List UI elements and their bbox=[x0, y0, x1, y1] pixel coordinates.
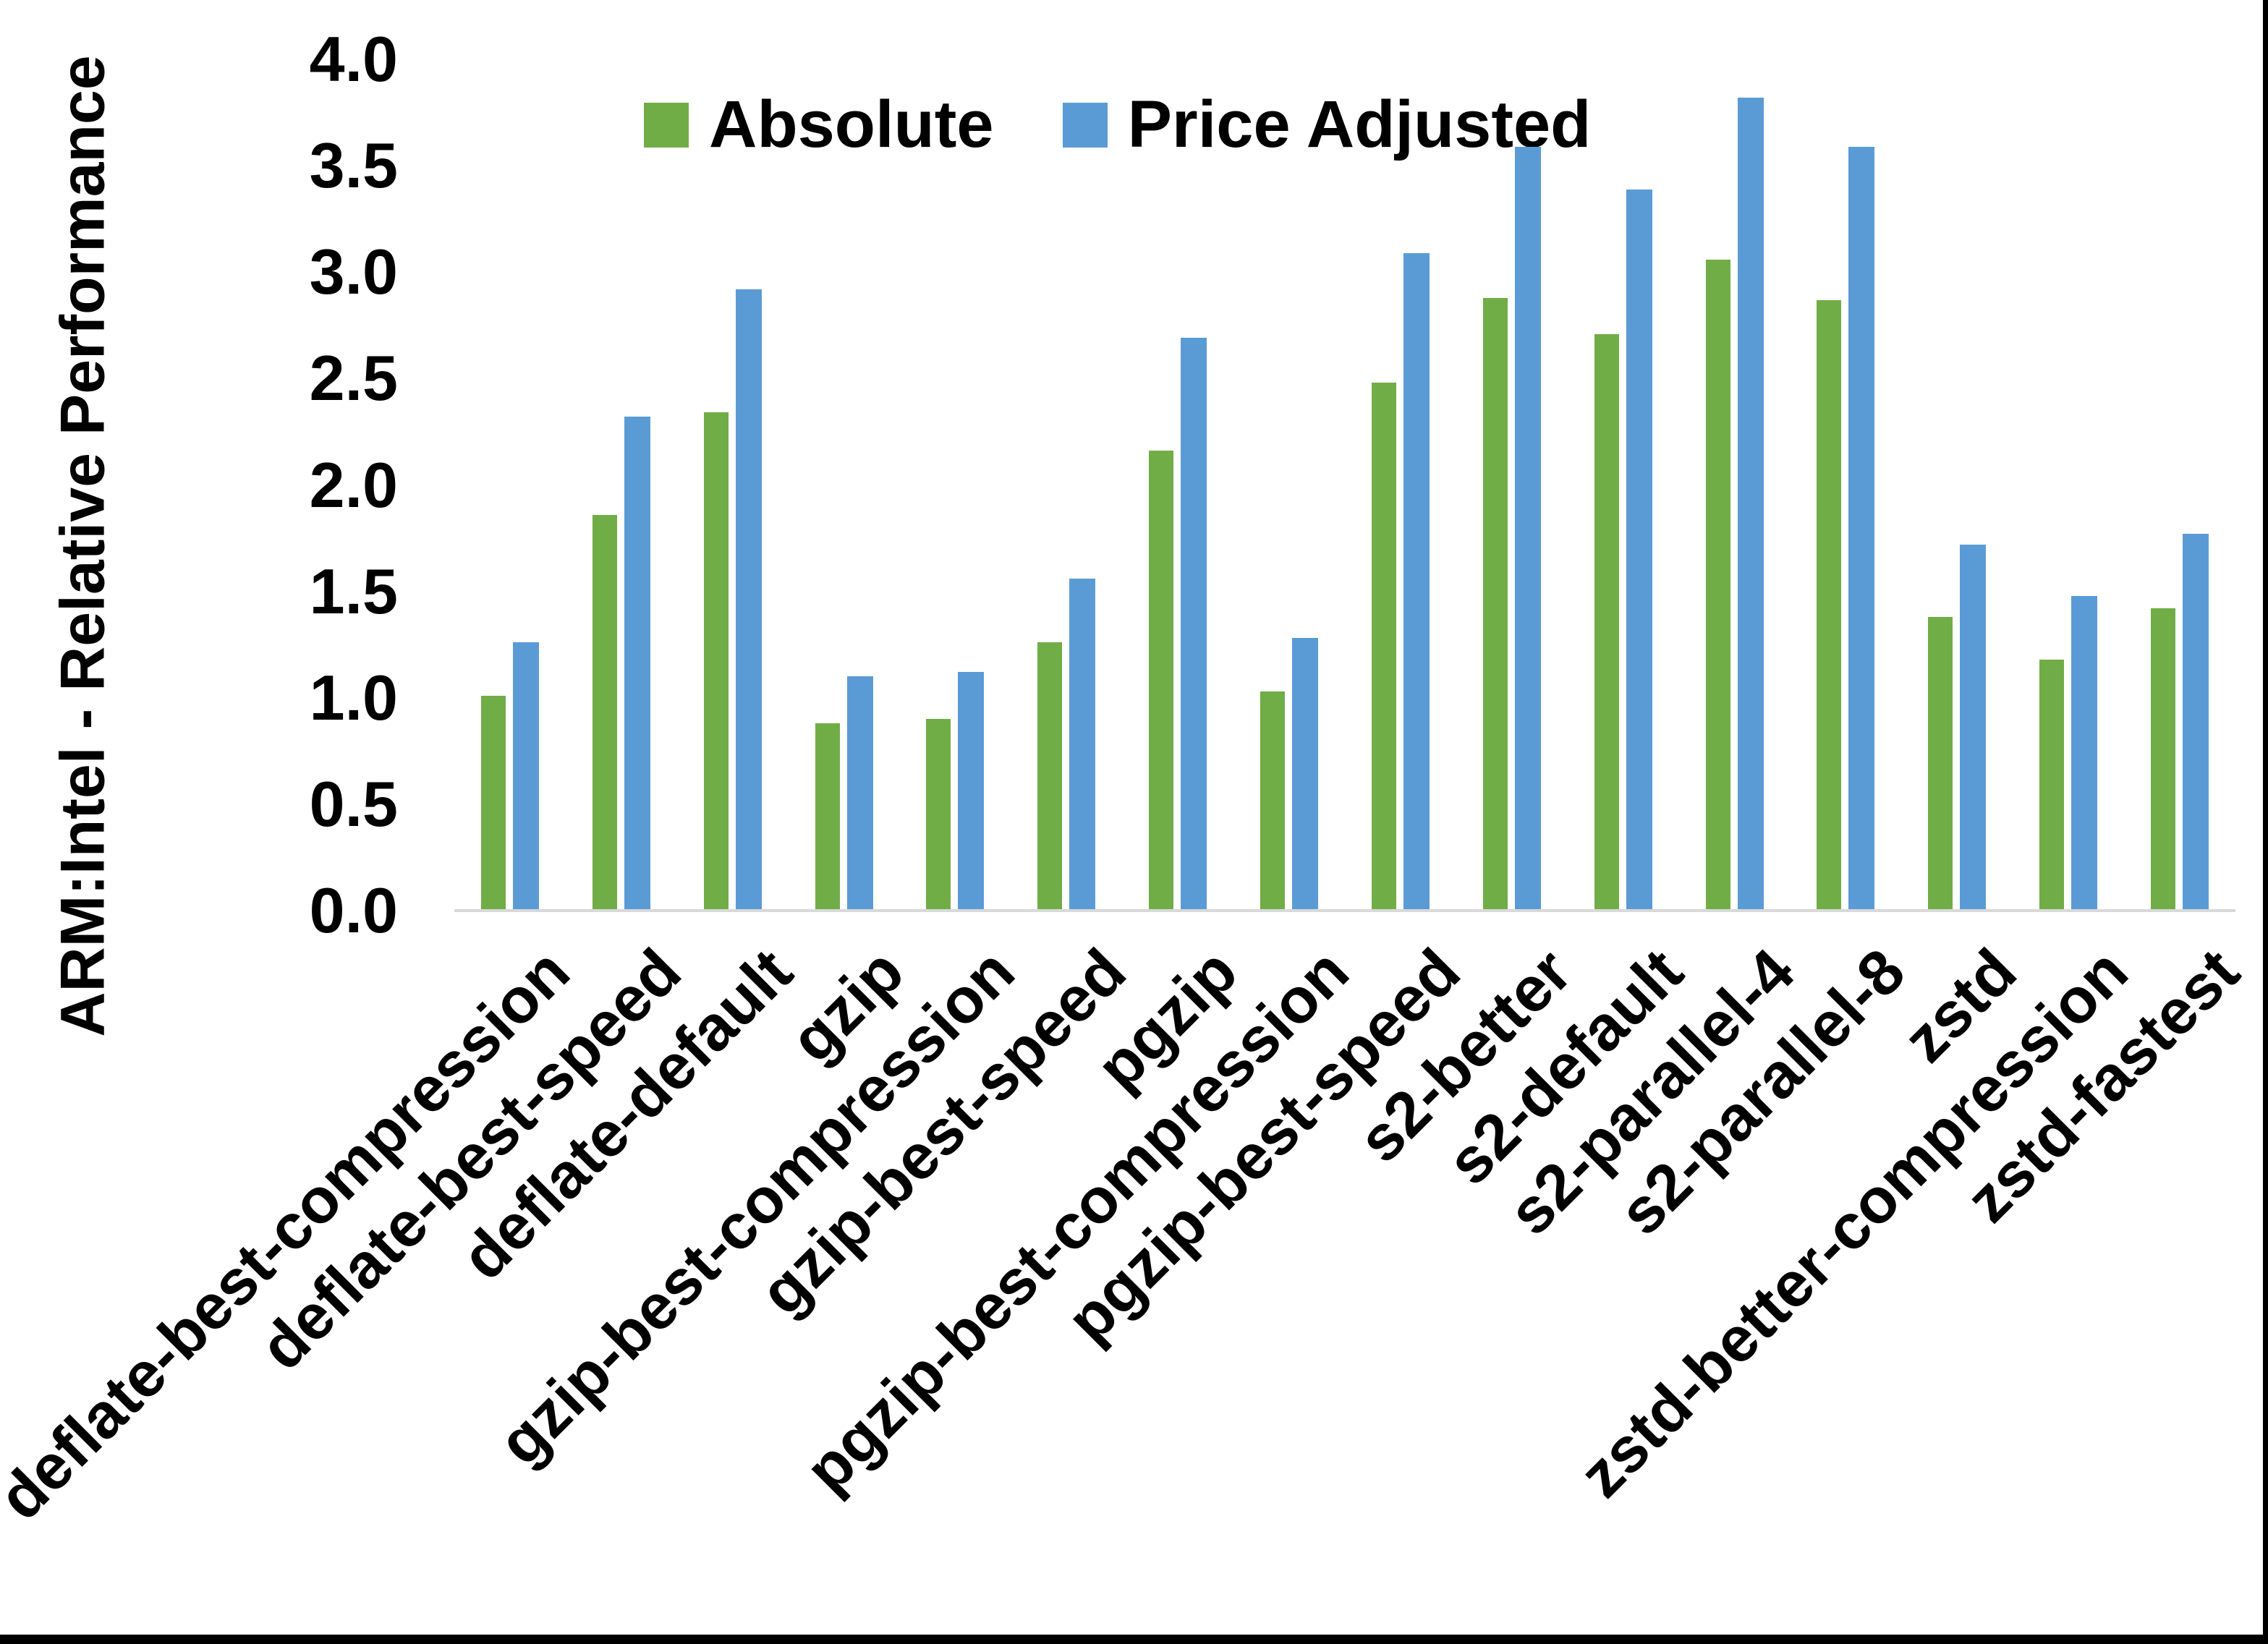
legend: Absolute Price Adjusted bbox=[644, 87, 1591, 163]
bar-group bbox=[1791, 59, 1902, 911]
bar-group bbox=[1901, 59, 2013, 911]
bar-price-adjusted bbox=[1403, 252, 1430, 911]
x-axis-line bbox=[454, 909, 2235, 912]
bar-absolute bbox=[1482, 297, 1508, 911]
bar-absolute bbox=[480, 695, 506, 911]
bar-price-adjusted bbox=[1737, 97, 1764, 911]
bar-price-adjusted bbox=[958, 672, 985, 911]
bar-group bbox=[1456, 59, 1568, 911]
legend-swatch-price-adjusted bbox=[1062, 102, 1108, 148]
legend-item-price-adjusted: Price Adjusted bbox=[1062, 87, 1592, 163]
y-tick-label: 0.0 bbox=[309, 874, 398, 946]
bar-absolute bbox=[703, 412, 729, 911]
y-tick-label: 4.0 bbox=[309, 23, 398, 95]
x-axis-labels: deflate-best-compression deflate-best-spe… bbox=[0, 934, 2253, 1622]
bar-absolute bbox=[1594, 333, 1619, 911]
y-tick-label: 0.5 bbox=[309, 768, 398, 840]
bar-price-adjusted bbox=[624, 417, 650, 911]
bar-absolute bbox=[926, 719, 951, 911]
bar-group bbox=[789, 59, 900, 911]
y-tick-label: 2.5 bbox=[309, 342, 398, 414]
bar-absolute bbox=[592, 514, 617, 911]
bar-price-adjusted bbox=[1069, 578, 1096, 911]
y-tick-label: 2.0 bbox=[309, 449, 398, 521]
bar-absolute bbox=[1149, 451, 1174, 911]
y-axis-ticks: 4.0 3.5 3.0 2.5 2.0 1.5 1.0 0.5 0.0 bbox=[217, 23, 398, 946]
bar-group bbox=[2013, 59, 2124, 911]
bar-absolute bbox=[815, 723, 840, 911]
bar-absolute bbox=[1371, 383, 1396, 911]
bar-group bbox=[677, 59, 789, 911]
bar-group bbox=[1345, 59, 1456, 911]
bar-group bbox=[2124, 59, 2235, 911]
bar-absolute bbox=[1928, 616, 1953, 911]
bar-group bbox=[1122, 59, 1233, 911]
bar-price-adjusted bbox=[2071, 595, 2098, 911]
bar-price-adjusted bbox=[735, 289, 762, 911]
legend-item-absolute: Absolute bbox=[644, 87, 994, 163]
window-border-right bbox=[2263, 0, 2268, 1644]
bar-price-adjusted bbox=[1181, 338, 1207, 911]
bar-absolute bbox=[1037, 642, 1063, 911]
bar-price-adjusted bbox=[1848, 146, 1875, 911]
bar-price-adjusted bbox=[512, 642, 539, 911]
bar-group bbox=[1568, 59, 1679, 911]
bar-group bbox=[1011, 59, 1122, 911]
legend-label-absolute: Absolute bbox=[709, 88, 994, 161]
y-tick-label: 1.5 bbox=[309, 555, 398, 627]
y-tick-label: 3.0 bbox=[309, 236, 398, 307]
bar-absolute bbox=[1260, 691, 1286, 911]
y-tick-label: 3.5 bbox=[309, 129, 398, 201]
plot-area bbox=[454, 59, 2235, 911]
bar-group bbox=[454, 59, 566, 911]
y-tick-label: 1.0 bbox=[309, 662, 398, 733]
bar-price-adjusted bbox=[2183, 534, 2209, 911]
legend-swatch-absolute bbox=[644, 102, 689, 148]
bar-absolute bbox=[2039, 659, 2065, 911]
bar-price-adjusted bbox=[1626, 189, 1652, 911]
bar-group bbox=[1679, 59, 1791, 911]
bar-group bbox=[566, 59, 677, 911]
bar-absolute bbox=[1817, 299, 1842, 911]
bar-price-adjusted bbox=[846, 676, 873, 911]
bar-group bbox=[900, 59, 1011, 911]
window-border-bottom bbox=[0, 1635, 2268, 1644]
bar-price-adjusted bbox=[1292, 638, 1319, 911]
bar-price-adjusted bbox=[1514, 146, 1541, 911]
bar-group bbox=[1233, 59, 1345, 911]
bar-price-adjusted bbox=[1960, 544, 1987, 911]
legend-label-price-adjusted: Price Adjusted bbox=[1127, 88, 1592, 161]
y-axis-title: ARM:Intel - Relative Performance bbox=[48, 55, 118, 1037]
bar-absolute bbox=[1705, 259, 1730, 911]
bar-absolute bbox=[2151, 608, 2176, 911]
